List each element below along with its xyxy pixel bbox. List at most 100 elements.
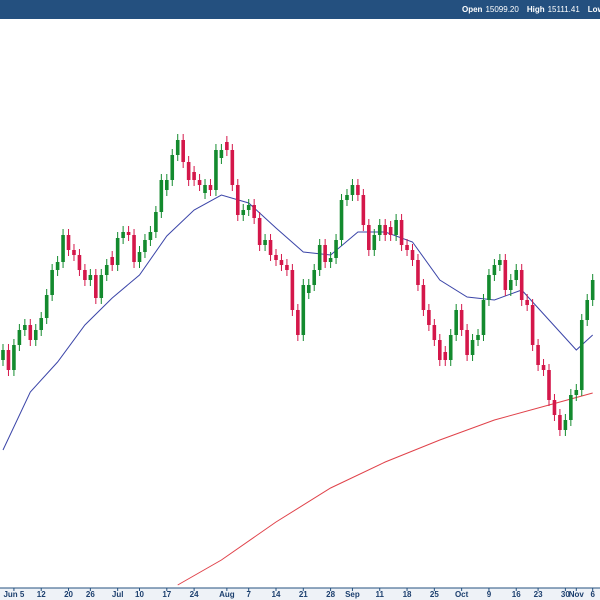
- candle-body: [39, 318, 44, 330]
- candle-body: [547, 370, 551, 400]
- x-tick-label: 18: [403, 590, 412, 599]
- candle-body: [197, 180, 202, 185]
- candle-body: [33, 330, 38, 340]
- candle-body: [514, 270, 519, 280]
- candle-body: [170, 155, 175, 180]
- candle-body: [44, 295, 49, 318]
- candle-body: [585, 300, 590, 320]
- candle-body: [268, 240, 273, 255]
- candle-body: [454, 310, 458, 335]
- candle-body: [410, 250, 415, 260]
- x-tick-label: Oct: [455, 590, 469, 599]
- candle-body: [203, 185, 207, 193]
- x-tick-label: 25: [430, 590, 439, 599]
- candle-body: [186, 162, 191, 180]
- candle-body: [66, 235, 71, 250]
- candle-body: [230, 150, 235, 185]
- candle-body: [241, 210, 246, 215]
- x-tick-label: Aug: [219, 590, 235, 599]
- candle-body: [563, 420, 568, 430]
- x-tick-label: 24: [190, 590, 199, 599]
- x-tick-label: Jul: [112, 590, 124, 599]
- x-tick-label: Sep: [345, 590, 360, 599]
- candle-body: [214, 150, 218, 190]
- candle-body: [361, 195, 366, 225]
- candle-body: [137, 252, 142, 262]
- candle-body: [334, 240, 338, 258]
- candle-body: [50, 270, 54, 295]
- candle-body: [192, 172, 196, 180]
- candle-body: [77, 255, 82, 270]
- candle-body: [17, 330, 22, 345]
- x-tick-label: 21: [299, 590, 308, 599]
- candle-body: [279, 260, 284, 265]
- candle-body: [115, 238, 120, 265]
- candle-body: [306, 285, 311, 293]
- candle-body: [88, 275, 93, 280]
- x-tick-label: 9: [487, 590, 492, 599]
- candle-body: [252, 205, 256, 218]
- candle-body: [345, 195, 349, 200]
- candle-body: [23, 325, 27, 330]
- candle-body: [274, 255, 278, 260]
- x-tick-label: 14: [272, 590, 281, 599]
- candle-body: [235, 185, 240, 215]
- candle-body: [225, 142, 229, 150]
- candle-body: [492, 265, 497, 275]
- candle-body: [448, 335, 453, 360]
- moving-average: [177, 392, 593, 586]
- candle-body: [470, 340, 475, 355]
- candle-body: [481, 300, 486, 335]
- x-tick-label: Jun 5: [3, 590, 24, 599]
- candle-body: [438, 340, 442, 360]
- candle-body: [416, 260, 420, 285]
- candle-body: [558, 415, 562, 430]
- x-tick-label: 17: [162, 590, 171, 599]
- candle-body: [208, 185, 213, 190]
- header-label: Open: [462, 5, 483, 14]
- candle-body: [525, 300, 529, 305]
- x-tick-label: 30: [561, 590, 570, 599]
- candle-body: [148, 232, 153, 240]
- candle-body: [459, 310, 464, 330]
- candle-body: [367, 225, 371, 250]
- candle-body: [6, 350, 11, 370]
- candle-body: [110, 257, 114, 265]
- x-tick-label: 23: [534, 590, 543, 599]
- candle-body: [61, 235, 65, 262]
- header-label: Low: [588, 5, 600, 14]
- candle-body: [399, 220, 404, 245]
- candle-body: [323, 245, 327, 262]
- plot-area: [1, 134, 595, 586]
- candle-body: [296, 310, 300, 335]
- candle-body: [143, 240, 147, 252]
- candle-body: [55, 262, 60, 270]
- candle-body: [104, 265, 109, 275]
- candle-body: [579, 320, 584, 390]
- candle-body: [301, 285, 306, 335]
- candle-body: [487, 275, 491, 300]
- candle-body: [356, 185, 360, 195]
- candle-body: [536, 345, 540, 365]
- x-tick-label: 7: [246, 590, 251, 599]
- candle-body: [290, 270, 295, 310]
- candle-body: [132, 235, 136, 262]
- candle-body: [154, 212, 158, 232]
- candle-body: [508, 280, 513, 290]
- candle-body: [317, 245, 322, 270]
- candle-body: [12, 345, 16, 370]
- x-tick-label: 28: [326, 590, 335, 599]
- candle-body: [377, 225, 382, 235]
- candle-body: [246, 205, 251, 210]
- x-tick-label: 11: [376, 590, 385, 599]
- candle-body: [339, 200, 344, 240]
- candle-body: [159, 180, 164, 212]
- candle-body: [28, 325, 33, 340]
- candle-body: [1, 350, 5, 360]
- candle-body: [312, 270, 317, 285]
- candle-body: [569, 395, 573, 420]
- candle-body: [405, 245, 409, 250]
- candle-body: [94, 275, 98, 298]
